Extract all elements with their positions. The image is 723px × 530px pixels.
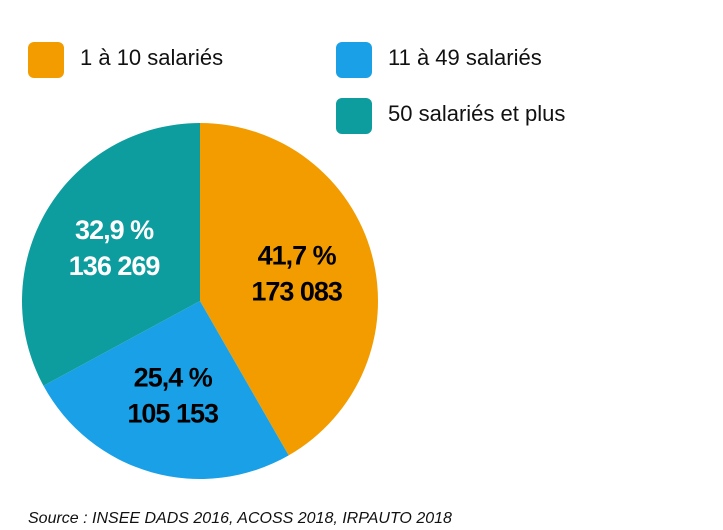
- pie-slice: [21, 123, 200, 386]
- legend-label: 50 salariés et plus: [388, 101, 565, 126]
- slice-count: 136 269: [69, 251, 161, 281]
- pie-slice: [200, 123, 379, 456]
- slice-percent: 32,9 %: [75, 215, 154, 245]
- legend-label: 1 à 10 salariés: [80, 45, 223, 70]
- slice-count: 173 083: [251, 276, 343, 306]
- source: Source : INSEE DADS 2016, ACOSS 2018, IR…: [28, 510, 452, 527]
- legend-swatch: [28, 42, 64, 78]
- legend-swatch: [336, 42, 372, 78]
- slice-percent: 41,7 %: [258, 240, 337, 270]
- slice-percent: 25,4 %: [134, 362, 213, 392]
- legend-swatch: [336, 98, 372, 134]
- pie-slice: [43, 301, 289, 479]
- slice-count: 105 153: [127, 398, 219, 428]
- legend-label: 11 à 49 salariés: [388, 45, 542, 70]
